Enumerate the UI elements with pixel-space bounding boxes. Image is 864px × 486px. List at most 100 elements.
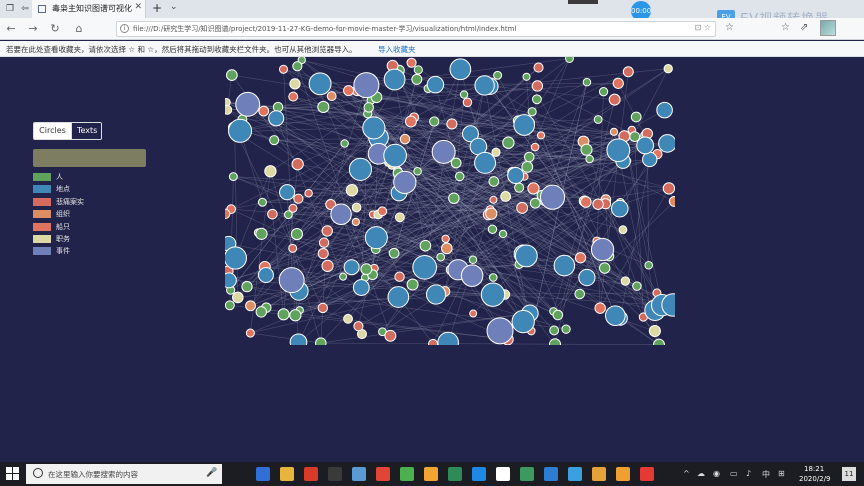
graph-node[interactable] — [449, 58, 472, 81]
avatar[interactable] — [820, 20, 836, 36]
graph-node[interactable] — [289, 309, 302, 322]
graph-node[interactable] — [582, 77, 592, 87]
graph-node[interactable] — [425, 284, 447, 305]
search-app-icon[interactable] — [616, 467, 630, 481]
graph-node[interactable] — [318, 237, 330, 248]
graph-node[interactable] — [574, 252, 587, 264]
graph-node[interactable] — [419, 239, 432, 252]
graph-node[interactable] — [228, 118, 253, 143]
graph-node[interactable] — [245, 300, 256, 312]
graph-node[interactable] — [630, 111, 642, 123]
graph-node[interactable] — [383, 68, 406, 91]
graph-node[interactable] — [413, 65, 423, 75]
chrome-icon[interactable] — [424, 467, 438, 481]
graph-node[interactable] — [257, 267, 274, 284]
graph-node[interactable] — [549, 325, 560, 336]
graph-node[interactable] — [514, 182, 525, 193]
graph-node[interactable] — [663, 64, 673, 74]
knowledge-graph[interactable] — [225, 57, 675, 345]
graph-node[interactable] — [317, 100, 330, 114]
windows-start-icon[interactable] — [6, 467, 20, 481]
netease-icon[interactable] — [376, 467, 390, 481]
network-app-icon[interactable] — [352, 467, 366, 481]
graph-node[interactable] — [284, 210, 293, 220]
graph-node[interactable] — [377, 206, 388, 217]
graph-node[interactable] — [351, 217, 360, 227]
graph-node[interactable] — [606, 138, 631, 163]
graph-node[interactable] — [500, 191, 512, 202]
graph-node[interactable] — [469, 309, 478, 318]
graph-node[interactable] — [578, 268, 596, 287]
microphone-icon[interactable]: 🎤 — [206, 468, 218, 478]
graph-node[interactable] — [523, 151, 535, 163]
graph-node[interactable] — [561, 324, 571, 334]
graph-node[interactable] — [642, 151, 658, 168]
home-icon[interactable]: ⌂ — [75, 22, 83, 35]
word-icon[interactable] — [544, 467, 558, 481]
graph-node[interactable] — [461, 125, 479, 143]
graph-node[interactable] — [399, 133, 411, 145]
graph-node[interactable] — [343, 313, 353, 324]
wechat-icon[interactable]: ◉ — [713, 469, 720, 478]
graph-node[interactable] — [486, 317, 514, 345]
graph-node[interactable] — [489, 195, 498, 204]
graph-node[interactable] — [491, 147, 501, 157]
graph-node[interactable] — [580, 196, 592, 208]
graph-node[interactable] — [593, 115, 603, 124]
graph-node[interactable] — [226, 69, 238, 81]
graph-node[interactable] — [574, 288, 585, 300]
graph-node[interactable] — [522, 72, 531, 81]
notification-count[interactable]: 11 — [842, 467, 856, 481]
browser-tab-active[interactable]: 毒枭主知识图谱可视化 ✕ — [32, 0, 146, 18]
graph-node[interactable] — [340, 139, 349, 148]
graph-node[interactable] — [539, 184, 566, 210]
graph-node[interactable] — [498, 229, 508, 239]
graph-node[interactable] — [325, 199, 337, 210]
graph-node[interactable] — [609, 127, 619, 136]
graph-node[interactable] — [406, 57, 417, 68]
graph-node[interactable] — [352, 279, 370, 296]
graph-node[interactable] — [290, 228, 303, 241]
graph-node[interactable] — [225, 272, 237, 289]
graph-node[interactable] — [404, 115, 417, 128]
ime-icon[interactable]: ⊞ — [778, 469, 785, 478]
graph-node[interactable] — [487, 224, 498, 234]
graph-node[interactable] — [502, 136, 515, 149]
graph-node[interactable] — [493, 70, 503, 80]
graph-node[interactable] — [521, 160, 534, 173]
taskbar-search[interactable]: 在这里输入你要搜索的内容 🎤 — [26, 464, 222, 484]
share-icon[interactable]: ⇗ — [800, 22, 809, 33]
graph-node[interactable] — [269, 135, 280, 146]
graph-node[interactable] — [592, 198, 604, 210]
back-icon[interactable]: ← — [6, 22, 16, 35]
graph-node[interactable] — [353, 72, 380, 99]
circles-button[interactable]: Circles — [34, 123, 71, 139]
graph-node[interactable] — [632, 281, 642, 291]
search-input[interactable] — [33, 149, 146, 167]
graph-node[interactable] — [531, 94, 542, 105]
tab-back-icon[interactable]: ⇦ — [21, 4, 29, 14]
graph-node[interactable] — [315, 337, 327, 345]
refresh-icon[interactable]: ↻ — [50, 22, 60, 35]
graph-node[interactable] — [387, 286, 410, 308]
terminal-icon[interactable] — [328, 467, 342, 481]
graph-node[interactable] — [293, 193, 304, 204]
graph-node[interactable] — [292, 61, 303, 72]
graph-node[interactable] — [363, 102, 374, 113]
graph-node[interactable] — [530, 142, 540, 152]
graph-node[interactable] — [604, 305, 626, 327]
graph-node[interactable] — [462, 97, 473, 108]
chevron-down-icon[interactable]: ⌄ — [170, 2, 178, 12]
graph-node[interactable] — [598, 262, 611, 274]
address-bar[interactable]: i file:///D:/研究生学习/知识图谱/project/2019-11-… — [116, 21, 716, 37]
favorites-icon[interactable]: ☆ — [725, 22, 734, 33]
graph-node[interactable] — [225, 208, 231, 220]
edge-icon[interactable] — [256, 467, 270, 481]
graph-node[interactable] — [668, 195, 675, 207]
view-toggle[interactable]: Circles Texts — [33, 122, 102, 140]
graph-node[interactable] — [460, 264, 484, 287]
graph-node[interactable] — [362, 116, 386, 140]
graph-node[interactable] — [394, 271, 405, 282]
graph-node[interactable] — [474, 151, 497, 174]
graph-node[interactable] — [620, 276, 631, 286]
